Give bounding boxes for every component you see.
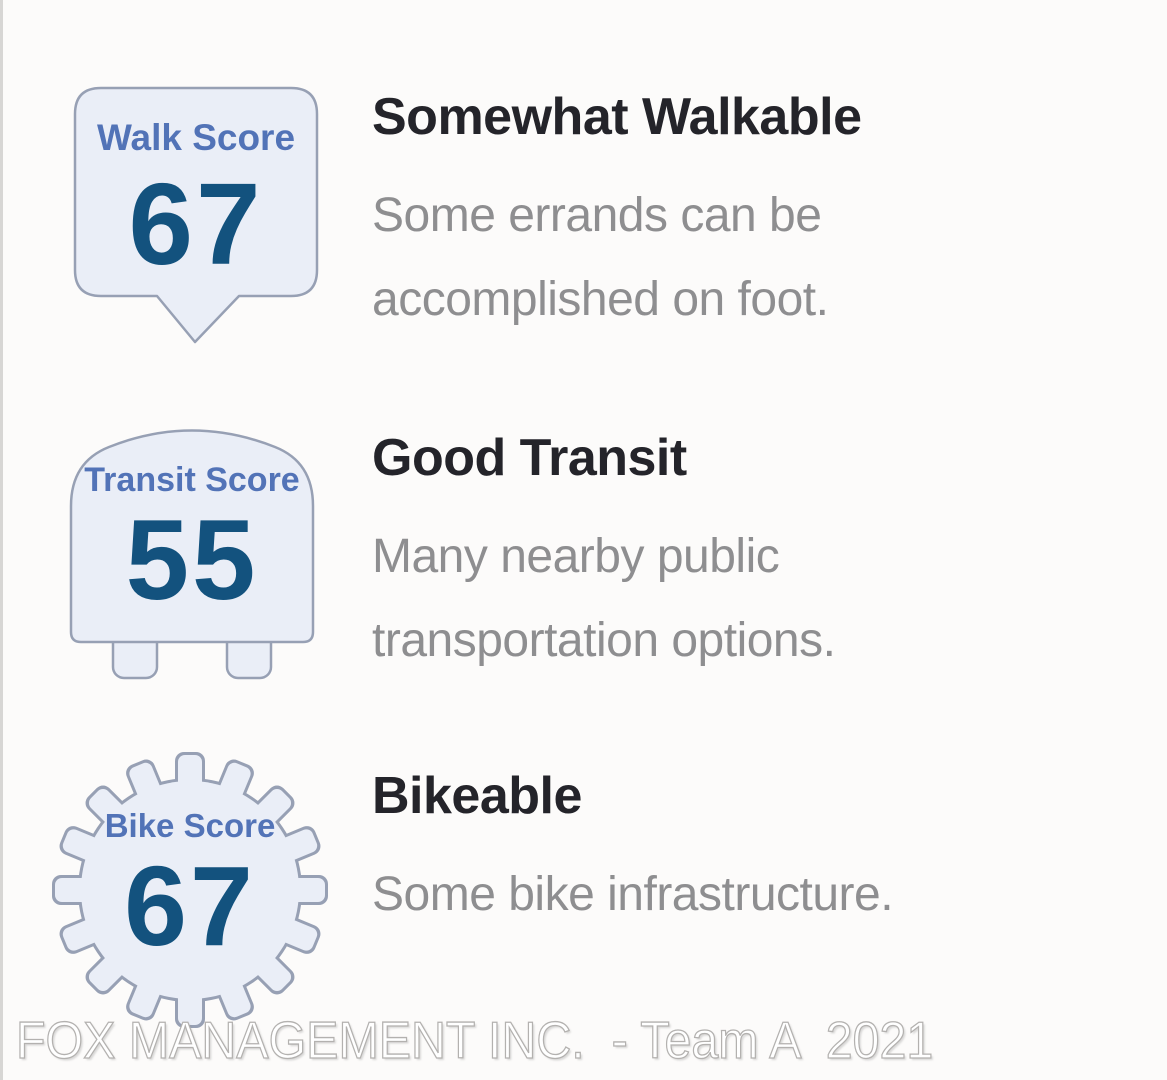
bike-score-description: Some bike infrastructure. [372, 853, 1092, 937]
walk-score-value: 67 [128, 159, 264, 289]
bike-score-text: Bikeable Some bike infrastructure. [372, 765, 1092, 937]
left-border [0, 0, 3, 1080]
transit-score-value: 55 [125, 497, 259, 624]
watermark: FOX MANAGEMENT INC. - Team A 2021 [15, 1011, 934, 1070]
transit-score-label: Transit Score [84, 461, 300, 499]
walk-score-description-line: accomplished on foot. [372, 273, 829, 326]
walk-score-title: Somewhat Walkable [372, 88, 862, 146]
bike-score-description-line: Some bike infrastructure. [372, 868, 894, 921]
walk-score-badge[interactable]: Walk Score 67 [71, 84, 321, 346]
bike-score-label: Bike Score [104, 807, 276, 844]
transit-score-text: Good Transit Many nearby public transpor… [372, 427, 1092, 683]
transit-score-title: Good Transit [372, 429, 687, 487]
bus-icon [69, 429, 315, 680]
transit-score-description: Many nearby public transportation option… [372, 515, 1092, 683]
transit-score-badge[interactable]: Transit Score 55 [67, 420, 317, 682]
bike-score-value: 67 [124, 843, 256, 969]
gear-icon [52, 752, 328, 1028]
transit-score-description-line: Many nearby public [372, 530, 780, 583]
walk-score-description: Some errands can be accomplished on foot… [372, 174, 1092, 342]
walk-score-description-line: Some errands can be [372, 189, 822, 242]
bike-score-badge[interactable]: Bike Score 67 [50, 750, 330, 1030]
bike-score-title: Bikeable [372, 767, 582, 825]
walk-score-text: Somewhat Walkable Some errands can be ac… [372, 86, 1092, 342]
transit-score-description-line: transportation options. [372, 614, 836, 667]
speech-bubble-icon [73, 86, 319, 344]
walk-score-label: Walk Score [96, 117, 296, 158]
